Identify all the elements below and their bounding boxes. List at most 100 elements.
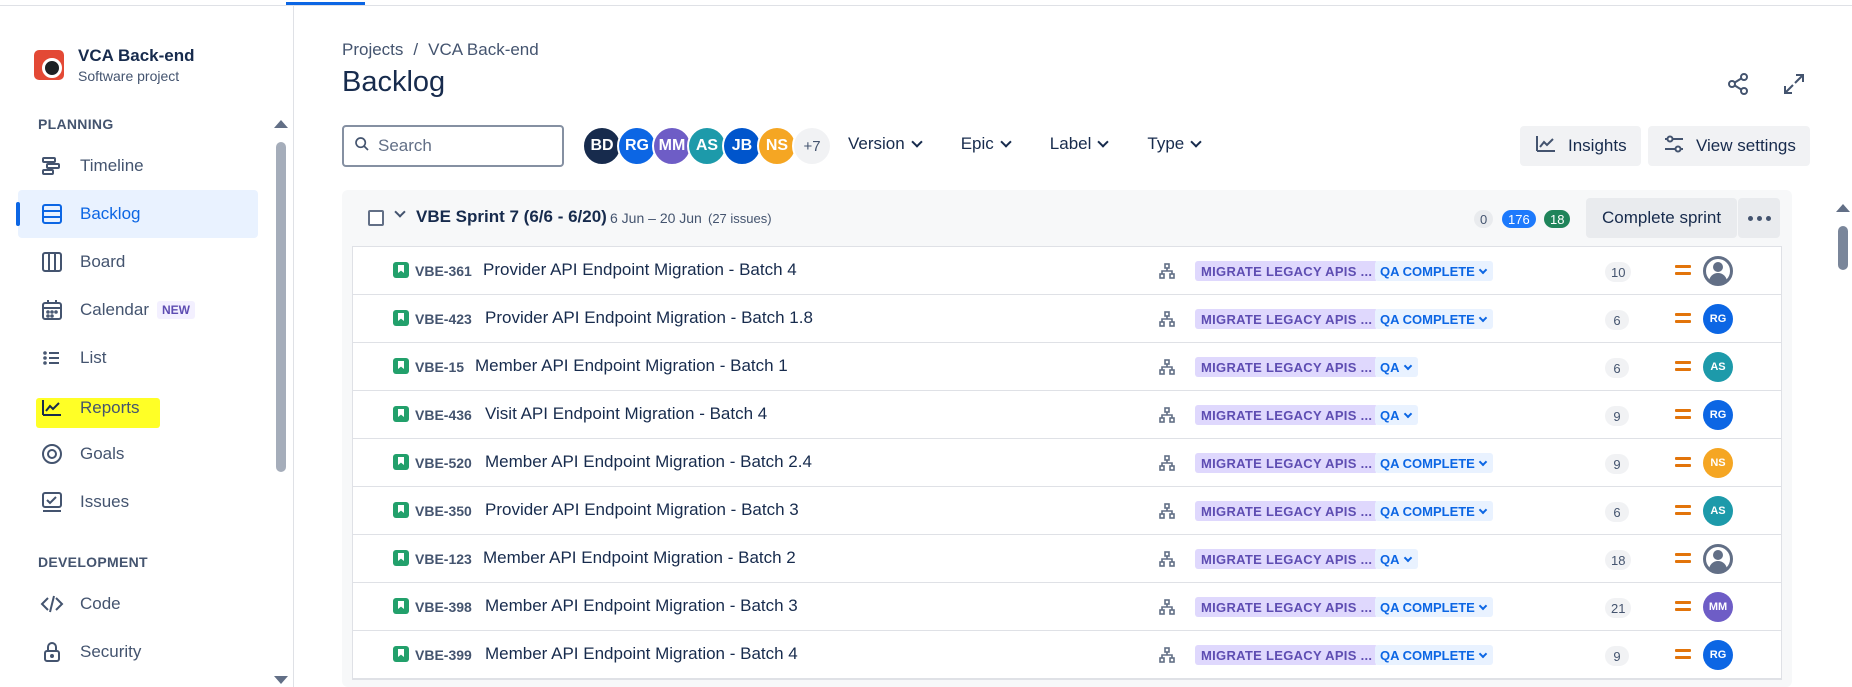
epic-lozenge[interactable]: MIGRATE LEGACY APIS ...: [1195, 309, 1379, 329]
story-points[interactable]: 9: [1605, 454, 1629, 474]
epic-lozenge[interactable]: MIGRATE LEGACY APIS ...: [1195, 357, 1379, 377]
story-points[interactable]: 6: [1605, 358, 1629, 378]
avatar-filter-as[interactable]: AS: [687, 126, 727, 166]
issue-summary[interactable]: Member API Endpoint Migration - Batch 4: [485, 644, 798, 663]
epic-filter[interactable]: Epic: [961, 134, 1012, 154]
issue-key[interactable]: VBE-520: [415, 455, 472, 471]
issue-row[interactable]: VBE-436 Visit API Endpoint Migration - B…: [353, 391, 1781, 439]
breadcrumb-projects[interactable]: Projects: [342, 40, 404, 59]
issue-key[interactable]: VBE-436: [415, 407, 472, 423]
issue-key[interactable]: VBE-399: [415, 647, 472, 663]
child-issues-icon[interactable]: [1159, 407, 1175, 423]
epic-lozenge[interactable]: MIGRATE LEGACY APIS ...: [1195, 405, 1379, 425]
status-dropdown[interactable]: QA COMPLETE: [1375, 645, 1493, 665]
sidebar-scrollbar[interactable]: [272, 116, 290, 686]
sidebar-item-code[interactable]: Code: [18, 580, 258, 628]
issue-key[interactable]: VBE-123: [415, 551, 472, 567]
scroll-up-arrow-icon[interactable]: [1836, 204, 1850, 212]
assignee-avatar[interactable]: MM: [1703, 592, 1733, 622]
assignee-avatar[interactable]: RG: [1703, 400, 1733, 430]
sidebar-item-list[interactable]: List: [18, 334, 258, 382]
assignee-avatar[interactable]: RG: [1703, 304, 1733, 334]
issue-summary[interactable]: Provider API Endpoint Migration - Batch …: [485, 500, 799, 519]
sprint-header[interactable]: VBE Sprint 7 (6/6 - 6/20) 6 Jun – 20 Jun…: [342, 190, 1792, 246]
sidebar-item-backlog[interactable]: Backlog: [16, 190, 258, 238]
sidebar-item-timeline[interactable]: Timeline: [18, 142, 258, 190]
issue-row[interactable]: VBE-423 Provider API Endpoint Migration …: [353, 295, 1781, 343]
issue-key[interactable]: VBE-423: [415, 311, 472, 327]
assignee-avatar[interactable]: NS: [1703, 448, 1733, 478]
unassigned-avatar[interactable]: [1703, 256, 1733, 286]
status-dropdown[interactable]: QA COMPLETE: [1375, 261, 1493, 281]
issue-row[interactable]: VBE-398 Member API Endpoint Migration - …: [353, 583, 1781, 631]
assignee-avatar[interactable]: RG: [1703, 640, 1733, 670]
issue-key[interactable]: VBE-350: [415, 503, 472, 519]
issue-row[interactable]: VBE-520 Member API Endpoint Migration - …: [353, 439, 1781, 487]
issue-summary[interactable]: Provider API Endpoint Migration - Batch …: [483, 260, 797, 279]
issue-summary[interactable]: Member API Endpoint Migration - Batch 1: [475, 356, 788, 375]
search-box[interactable]: [342, 125, 564, 167]
story-points[interactable]: 6: [1605, 502, 1629, 522]
epic-lozenge[interactable]: MIGRATE LEGACY APIS ...: [1195, 261, 1379, 281]
story-points[interactable]: 10: [1605, 262, 1632, 282]
story-points[interactable]: 21: [1605, 598, 1632, 618]
child-issues-icon[interactable]: [1159, 647, 1175, 663]
fullscreen-icon[interactable]: [1780, 70, 1808, 98]
epic-lozenge[interactable]: MIGRATE LEGACY APIS ...: [1195, 597, 1379, 617]
issue-row[interactable]: VBE-15 Member API Endpoint Migration - B…: [353, 343, 1781, 391]
sidebar-item-board[interactable]: Board: [18, 238, 258, 286]
issue-row[interactable]: VBE-123 Member API Endpoint Migration - …: [353, 535, 1781, 583]
story-points[interactable]: 9: [1605, 646, 1629, 666]
sidebar-item-issues[interactable]: Issues: [18, 478, 258, 526]
status-dropdown[interactable]: QA COMPLETE: [1375, 597, 1493, 617]
avatar-filter-bd[interactable]: BD: [582, 126, 622, 166]
search-input[interactable]: [378, 136, 548, 156]
sidebar-item-goals[interactable]: Goals: [18, 430, 258, 478]
issue-key[interactable]: VBE-361: [415, 263, 472, 279]
insights-button[interactable]: Insights: [1520, 126, 1641, 166]
status-dropdown[interactable]: QA COMPLETE: [1375, 309, 1493, 329]
sidebar-item-reports[interactable]: Reports: [18, 384, 258, 432]
project-header[interactable]: VCA Back-end Software project: [34, 46, 195, 84]
child-issues-icon[interactable]: [1159, 455, 1175, 471]
status-dropdown[interactable]: QA COMPLETE: [1375, 453, 1493, 473]
share-icon[interactable]: [1724, 70, 1752, 98]
child-issues-icon[interactable]: [1159, 599, 1175, 615]
chevron-down-icon[interactable]: [394, 206, 406, 218]
epic-lozenge[interactable]: MIGRATE LEGACY APIS ...: [1195, 453, 1379, 473]
issue-summary[interactable]: Member API Endpoint Migration - Batch 3: [485, 596, 798, 615]
sidebar-scroll-thumb[interactable]: [276, 142, 286, 472]
main-scroll-thumb[interactable]: [1838, 226, 1848, 270]
child-issues-icon[interactable]: [1159, 359, 1175, 375]
breadcrumb-project[interactable]: VCA Back-end: [428, 40, 539, 59]
assignee-avatar[interactable]: AS: [1703, 352, 1733, 382]
avatar-more-button[interactable]: +7: [792, 126, 832, 166]
issue-row[interactable]: VBE-399 Member API Endpoint Migration - …: [353, 631, 1781, 679]
view-settings-button[interactable]: View settings: [1648, 126, 1810, 166]
status-dropdown[interactable]: QA: [1375, 357, 1418, 377]
sprint-checkbox[interactable]: [368, 210, 384, 226]
issue-row[interactable]: VBE-350 Provider API Endpoint Migration …: [353, 487, 1781, 535]
avatar-filter-mm[interactable]: MM: [652, 126, 692, 166]
avatar-filter-rg[interactable]: RG: [617, 126, 657, 166]
status-dropdown[interactable]: QA COMPLETE: [1375, 501, 1493, 521]
story-points[interactable]: 6: [1605, 310, 1629, 330]
sidebar-item-security[interactable]: Security: [18, 628, 258, 676]
issue-key[interactable]: VBE-15: [415, 359, 465, 375]
issue-summary[interactable]: Member API Endpoint Migration - Batch 2: [483, 548, 796, 567]
status-dropdown[interactable]: QA: [1375, 405, 1418, 425]
more-actions-button[interactable]: [1738, 198, 1780, 238]
complete-sprint-button[interactable]: Complete sprint: [1586, 198, 1738, 238]
version-filter[interactable]: Version: [848, 134, 923, 154]
child-issues-icon[interactable]: [1159, 551, 1175, 567]
status-dropdown[interactable]: QA: [1375, 549, 1418, 569]
story-points[interactable]: 9: [1605, 406, 1629, 426]
type-filter[interactable]: Type: [1147, 134, 1202, 154]
child-issues-icon[interactable]: [1159, 311, 1175, 327]
issue-row[interactable]: VBE-361 Provider API Endpoint Migration …: [353, 247, 1781, 295]
scroll-down-arrow-icon[interactable]: [274, 676, 288, 684]
scroll-up-arrow-icon[interactable]: [274, 120, 288, 128]
assignee-avatar[interactable]: AS: [1703, 496, 1733, 526]
issue-key[interactable]: VBE-398: [415, 599, 472, 615]
epic-lozenge[interactable]: MIGRATE LEGACY APIS ...: [1195, 645, 1379, 665]
